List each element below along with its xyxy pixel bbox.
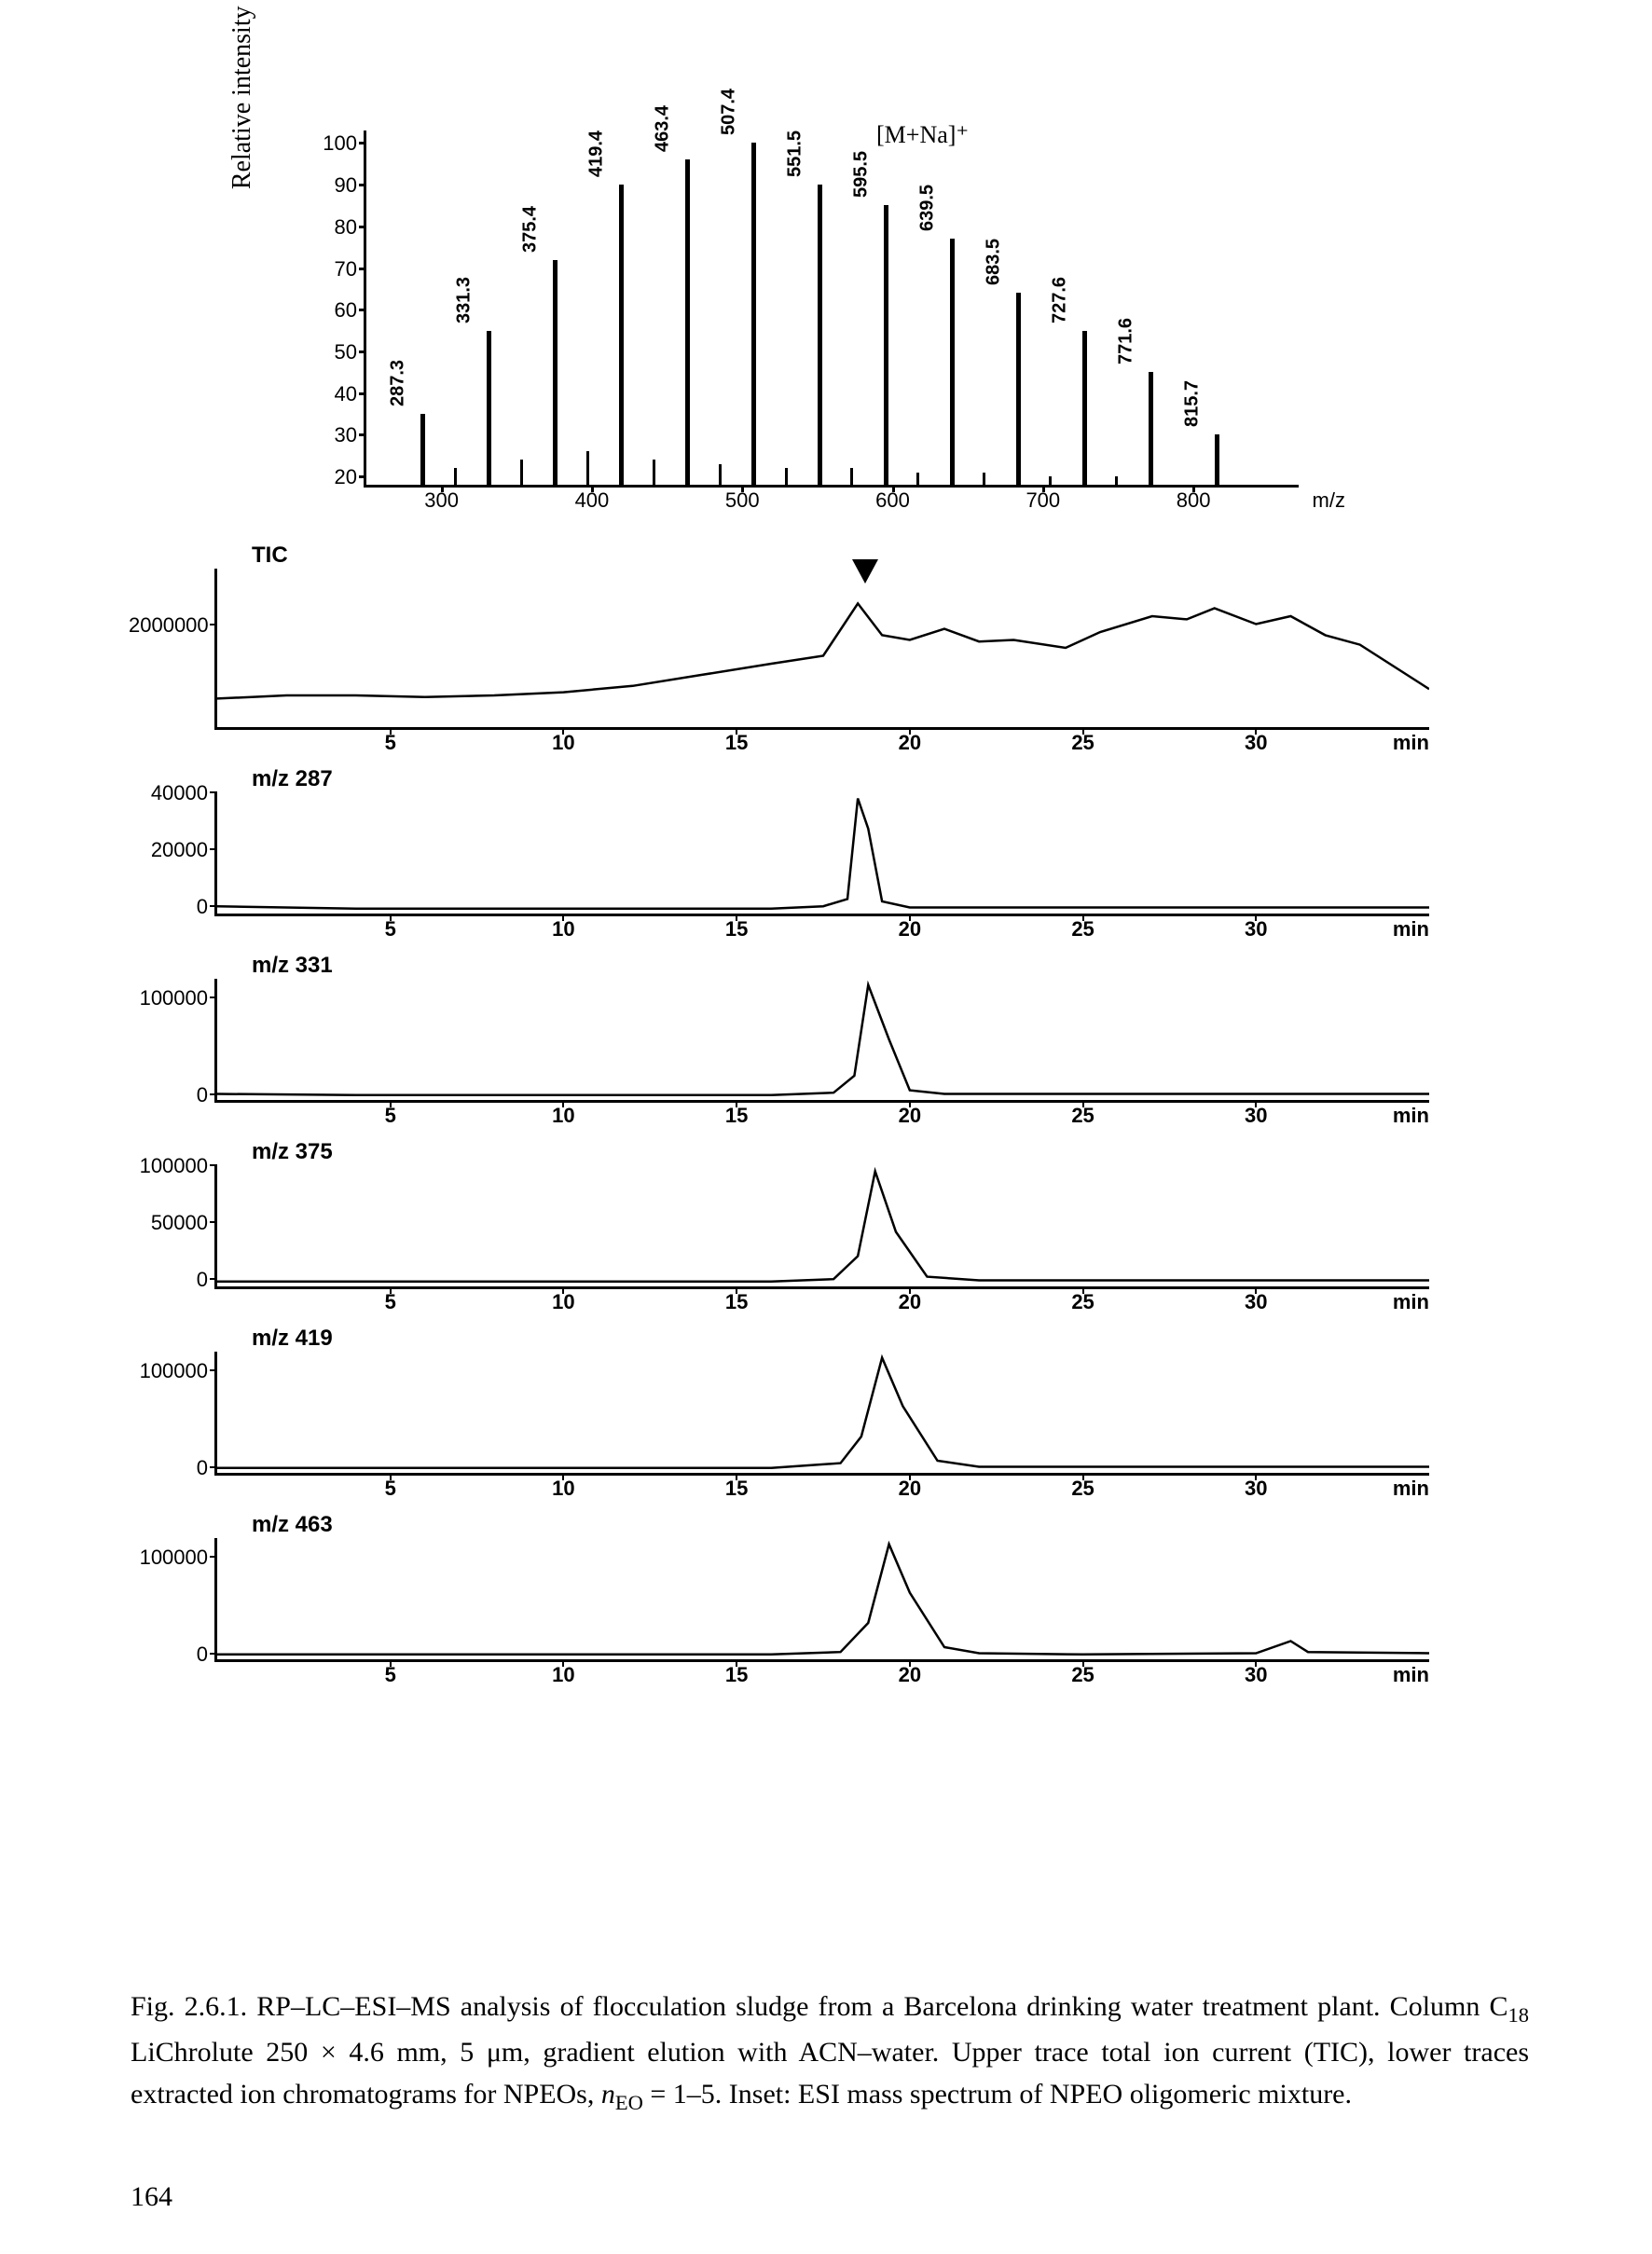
chrom-label: m/z 287 <box>252 766 333 792</box>
chrom-ytick: 100000 <box>129 1154 208 1178</box>
figure-label: Fig. 2.6.1. <box>131 1991 247 2022</box>
chrom-ytick: 0 <box>129 895 208 919</box>
chrom-plot: 200000051015202530min <box>214 569 1429 730</box>
chrom-ytick: 50000 <box>129 1211 208 1235</box>
chrom-ytick: 40000 <box>129 781 208 805</box>
chrom-ytick: 0 <box>129 1083 208 1107</box>
chrom-label: m/z 375 <box>252 1139 333 1165</box>
chrom-xlabel: min <box>1393 1290 1429 1314</box>
ms-minor-peak <box>785 468 788 485</box>
ms-minor-peak <box>983 473 985 485</box>
ms-minor-peak <box>850 468 853 485</box>
tic-arrow-icon <box>852 559 878 584</box>
chrom-trace <box>217 1165 1429 1286</box>
chrom-ytick: 100000 <box>129 986 208 1010</box>
chrom-plot: 100000051015202530min <box>214 1538 1429 1662</box>
ms-peak-label: 463.4 <box>653 105 674 152</box>
ms-peak-label: 507.4 <box>719 89 740 135</box>
chrom-ytick: 0 <box>129 1642 208 1667</box>
ms-peak-label: 727.6 <box>1050 277 1071 323</box>
chrom-ytick: 100000 <box>129 1359 208 1383</box>
chrom-ytick: 20000 <box>129 838 208 862</box>
ms-peak <box>1149 372 1153 485</box>
chrom-xlabel: min <box>1393 1104 1429 1128</box>
chrom-trace <box>217 569 1429 727</box>
ms-peak <box>553 260 558 485</box>
figure-container: Relative intensity (%) [M+Na]⁺ m/z 20304… <box>131 112 1529 1697</box>
ms-peak-label: 375.4 <box>520 206 542 253</box>
chrom-xlabel: min <box>1393 731 1429 755</box>
chrom-plot: 100000051015202530min <box>214 1352 1429 1476</box>
chrom-plot: 4000020000051015202530min <box>214 792 1429 916</box>
chrom-trace <box>217 979 1429 1100</box>
ms-y-axis-label: Relative intensity (%) <box>227 0 257 189</box>
ms-peak <box>1082 331 1087 485</box>
page-number: 164 <box>131 2181 172 2213</box>
chrom-trace <box>217 1538 1429 1659</box>
ms-peak-label: 639.5 <box>917 185 939 231</box>
ms-ytick: 70 <box>315 257 357 282</box>
ms-plot-area: m/z 203040506070809010030040050060070080… <box>364 131 1299 488</box>
ms-minor-peak <box>1049 476 1052 485</box>
chrom-label: m/z 463 <box>252 1512 333 1538</box>
chrom-ytick: 100000 <box>129 1546 208 1570</box>
ms-ytick: 40 <box>315 382 357 406</box>
ms-ytick: 50 <box>315 340 357 364</box>
chrom-panel-m-z-287: m/z 2874000020000051015202530min <box>131 774 1454 951</box>
ms-ytick: 30 <box>315 423 357 447</box>
ms-peak <box>487 331 491 485</box>
chrom-panel-m-z-331: m/z 331100000051015202530min <box>131 960 1454 1137</box>
ms-peak <box>1016 293 1021 485</box>
ms-minor-peak <box>1115 476 1118 485</box>
ms-peak-label: 419.4 <box>586 131 608 177</box>
mass-spectrum-panel: Relative intensity (%) [M+Na]⁺ m/z 20304… <box>252 112 1370 541</box>
chrom-panel-m-z-419: m/z 419100000051015202530min <box>131 1333 1454 1510</box>
ms-minor-peak <box>719 464 722 485</box>
ms-minor-peak <box>520 460 523 485</box>
chrom-panel-m-z-375: m/z 37510000050000051015202530min <box>131 1147 1454 1324</box>
ms-peak-label: 331.3 <box>454 277 475 323</box>
chrom-trace <box>217 1352 1429 1473</box>
ms-minor-peak <box>653 460 655 485</box>
chrom-ytick: 0 <box>129 1268 208 1292</box>
ms-peak-label: 683.5 <box>984 239 1005 285</box>
figure-caption: Fig. 2.6.1. RP–LC–ESI–MS analysis of flo… <box>131 1986 1529 2119</box>
ms-peak <box>420 414 425 485</box>
ms-peak <box>884 205 888 485</box>
ms-peak-label: 815.7 <box>1182 380 1204 427</box>
ms-peak <box>619 185 624 485</box>
chrom-xlabel: min <box>1393 1663 1429 1687</box>
chrom-label: m/z 331 <box>252 953 333 979</box>
chrom-label: m/z 419 <box>252 1326 333 1352</box>
ms-peak <box>751 143 756 485</box>
ms-peak <box>818 185 822 485</box>
ms-minor-peak <box>916 473 919 485</box>
chrom-plot: 100000051015202530min <box>214 979 1429 1103</box>
ms-peak-label: 551.5 <box>785 131 806 177</box>
chrom-panel-m-z-463: m/z 463100000051015202530min <box>131 1519 1454 1697</box>
ms-minor-peak <box>586 451 589 485</box>
chrom-panel-tic: TIC200000051015202530min <box>131 550 1454 764</box>
chrom-label: TIC <box>252 543 288 569</box>
ms-peak-label: 595.5 <box>851 151 873 198</box>
chrom-trace <box>217 792 1429 914</box>
ms-peak-label: 287.3 <box>388 360 409 406</box>
ms-ytick: 20 <box>315 465 357 489</box>
chrom-ytick: 2000000 <box>129 613 208 638</box>
chromatogram-area: TIC200000051015202530minm/z 287400002000… <box>131 550 1529 1697</box>
ms-peak <box>950 239 955 485</box>
ms-peak <box>685 159 690 485</box>
chrom-xlabel: min <box>1393 917 1429 941</box>
ms-ytick: 90 <box>315 173 357 198</box>
ms-x-axis-label: m/z <box>1313 488 1345 513</box>
ms-ytick: 80 <box>315 215 357 240</box>
ms-peak-label: 771.6 <box>1116 318 1137 364</box>
ms-ytick: 100 <box>315 131 357 156</box>
ms-peak <box>1215 434 1219 485</box>
ms-ytick: 60 <box>315 298 357 323</box>
chrom-ytick: 0 <box>129 1456 208 1480</box>
chrom-plot: 10000050000051015202530min <box>214 1165 1429 1289</box>
chrom-xlabel: min <box>1393 1477 1429 1501</box>
ms-minor-peak <box>454 468 457 485</box>
